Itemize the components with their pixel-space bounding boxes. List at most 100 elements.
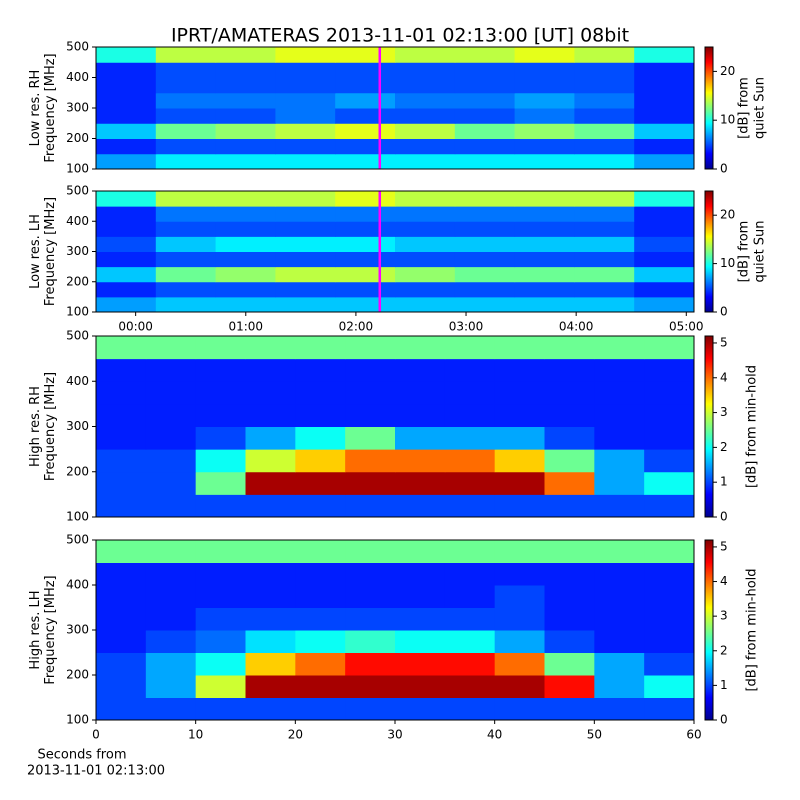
colorbar-tick-label: 4 bbox=[720, 370, 728, 384]
heatmap-cell bbox=[195, 562, 246, 586]
heatmap-cell bbox=[96, 236, 157, 252]
heatmap-cell bbox=[444, 697, 496, 721]
heatmap-cell bbox=[634, 47, 695, 63]
heatmap-cell bbox=[96, 697, 147, 721]
x-tick-label: 30 bbox=[387, 728, 402, 742]
colorbar-tick-label: 20 bbox=[720, 64, 735, 78]
heatmap-cell bbox=[335, 206, 396, 222]
heatmap-cell bbox=[395, 630, 446, 653]
heatmap-cell bbox=[544, 675, 595, 698]
heatmap-cell bbox=[96, 296, 157, 313]
heatmap-cell bbox=[96, 449, 147, 473]
heatmap-cell bbox=[514, 191, 575, 207]
heatmap-cell bbox=[644, 336, 695, 360]
heatmap-cell bbox=[155, 153, 217, 170]
heatmap-cell bbox=[574, 281, 635, 298]
heatmap-cell bbox=[454, 236, 516, 252]
heatmap-cell bbox=[644, 562, 695, 586]
y-tick-label: 500 bbox=[66, 533, 89, 547]
heatmap-cell bbox=[155, 92, 217, 109]
heatmap-cell bbox=[335, 77, 396, 94]
y-tick-label: 400 bbox=[66, 374, 89, 388]
heatmap-cell bbox=[454, 62, 516, 78]
heatmap-cell bbox=[245, 381, 296, 405]
heatmap-cell bbox=[96, 630, 147, 653]
y-tick-label: 200 bbox=[66, 668, 89, 682]
heatmap-cell bbox=[345, 630, 396, 653]
heatmap-cell bbox=[96, 191, 157, 207]
heatmap-cell bbox=[345, 403, 396, 427]
heatmap-cell bbox=[295, 494, 346, 518]
x-tick-label: 04:00 bbox=[559, 320, 594, 334]
heatmap-cell bbox=[514, 47, 575, 63]
heatmap-cell bbox=[195, 403, 246, 427]
heatmap-cell bbox=[155, 296, 217, 313]
heatmap-cell bbox=[275, 206, 336, 222]
heatmap-cell bbox=[644, 449, 695, 473]
y-tick-label: 300 bbox=[66, 419, 89, 433]
heatmap-cell bbox=[96, 62, 157, 78]
heatmap-cell bbox=[345, 607, 396, 631]
heatmap-cell bbox=[494, 675, 545, 698]
heatmap-cell bbox=[454, 123, 516, 139]
heatmap-cell bbox=[155, 62, 217, 78]
y-tick-label: 500 bbox=[66, 329, 89, 343]
x-axis-label: Seconds from bbox=[37, 748, 126, 763]
heatmap-cell bbox=[275, 153, 336, 170]
heatmap-cell bbox=[195, 426, 246, 450]
heatmap-cell bbox=[544, 562, 595, 586]
colorbar-tick-label: 20 bbox=[720, 208, 735, 222]
heatmap-cell bbox=[245, 607, 296, 631]
heatmap-cell bbox=[215, 206, 276, 222]
colorbar-tick-label: 5 bbox=[720, 335, 728, 349]
heatmap-cell bbox=[574, 251, 635, 268]
heatmap-cell bbox=[644, 607, 695, 631]
heatmap-cell bbox=[444, 630, 496, 653]
colorbar bbox=[704, 46, 714, 170]
x-tick-label: 10 bbox=[188, 728, 203, 742]
y-axis-label: Frequency [MHz] bbox=[43, 53, 58, 162]
heatmap-cell bbox=[494, 403, 545, 427]
heatmap-cell bbox=[395, 471, 446, 495]
heatmap-cell bbox=[335, 153, 396, 170]
heatmap-cell bbox=[494, 449, 545, 473]
heatmap-cell bbox=[634, 77, 695, 94]
heatmap-cell bbox=[514, 206, 575, 222]
heatmap-cell bbox=[395, 266, 456, 283]
heatmap-cell bbox=[514, 221, 575, 237]
colorbar bbox=[704, 539, 714, 721]
heatmap-cell bbox=[345, 652, 396, 676]
heatmap-cell bbox=[145, 403, 197, 427]
colorbar-label: quiet Sun bbox=[753, 77, 768, 139]
heatmap-cell bbox=[444, 403, 496, 427]
heatmap-cell bbox=[644, 494, 695, 518]
heatmap-cell bbox=[574, 47, 635, 63]
heatmap-cell bbox=[454, 77, 516, 94]
heatmap-cell bbox=[335, 108, 396, 124]
heatmap-cell bbox=[494, 562, 545, 586]
heatmap-cell bbox=[395, 607, 446, 631]
heatmap-cell bbox=[145, 630, 197, 653]
y-tick-label: 400 bbox=[66, 70, 89, 84]
heatmap-cell bbox=[155, 266, 217, 283]
heatmap-cell bbox=[594, 381, 645, 405]
heatmap-cell bbox=[594, 426, 645, 450]
heatmap-cell bbox=[195, 585, 246, 608]
heatmap-cell bbox=[155, 47, 217, 63]
heatmap-cell bbox=[155, 108, 217, 124]
heatmap-cell bbox=[96, 381, 147, 405]
heatmap-cell bbox=[96, 92, 157, 109]
heatmap-cell bbox=[215, 47, 276, 63]
heatmap-cell bbox=[96, 471, 147, 495]
heatmap-cell bbox=[335, 236, 396, 252]
heatmap-cell bbox=[574, 266, 635, 283]
heatmap-cell bbox=[494, 381, 545, 405]
heatmap-cell bbox=[644, 540, 695, 563]
heatmap-cell bbox=[245, 471, 296, 495]
heatmap-cell bbox=[215, 123, 276, 139]
heatmap-cell bbox=[96, 358, 147, 382]
colorbar-tick-label: 4 bbox=[720, 574, 728, 588]
heatmap-cell bbox=[295, 630, 346, 653]
heatmap-cell bbox=[634, 221, 695, 237]
heatmap-cell bbox=[295, 697, 346, 721]
